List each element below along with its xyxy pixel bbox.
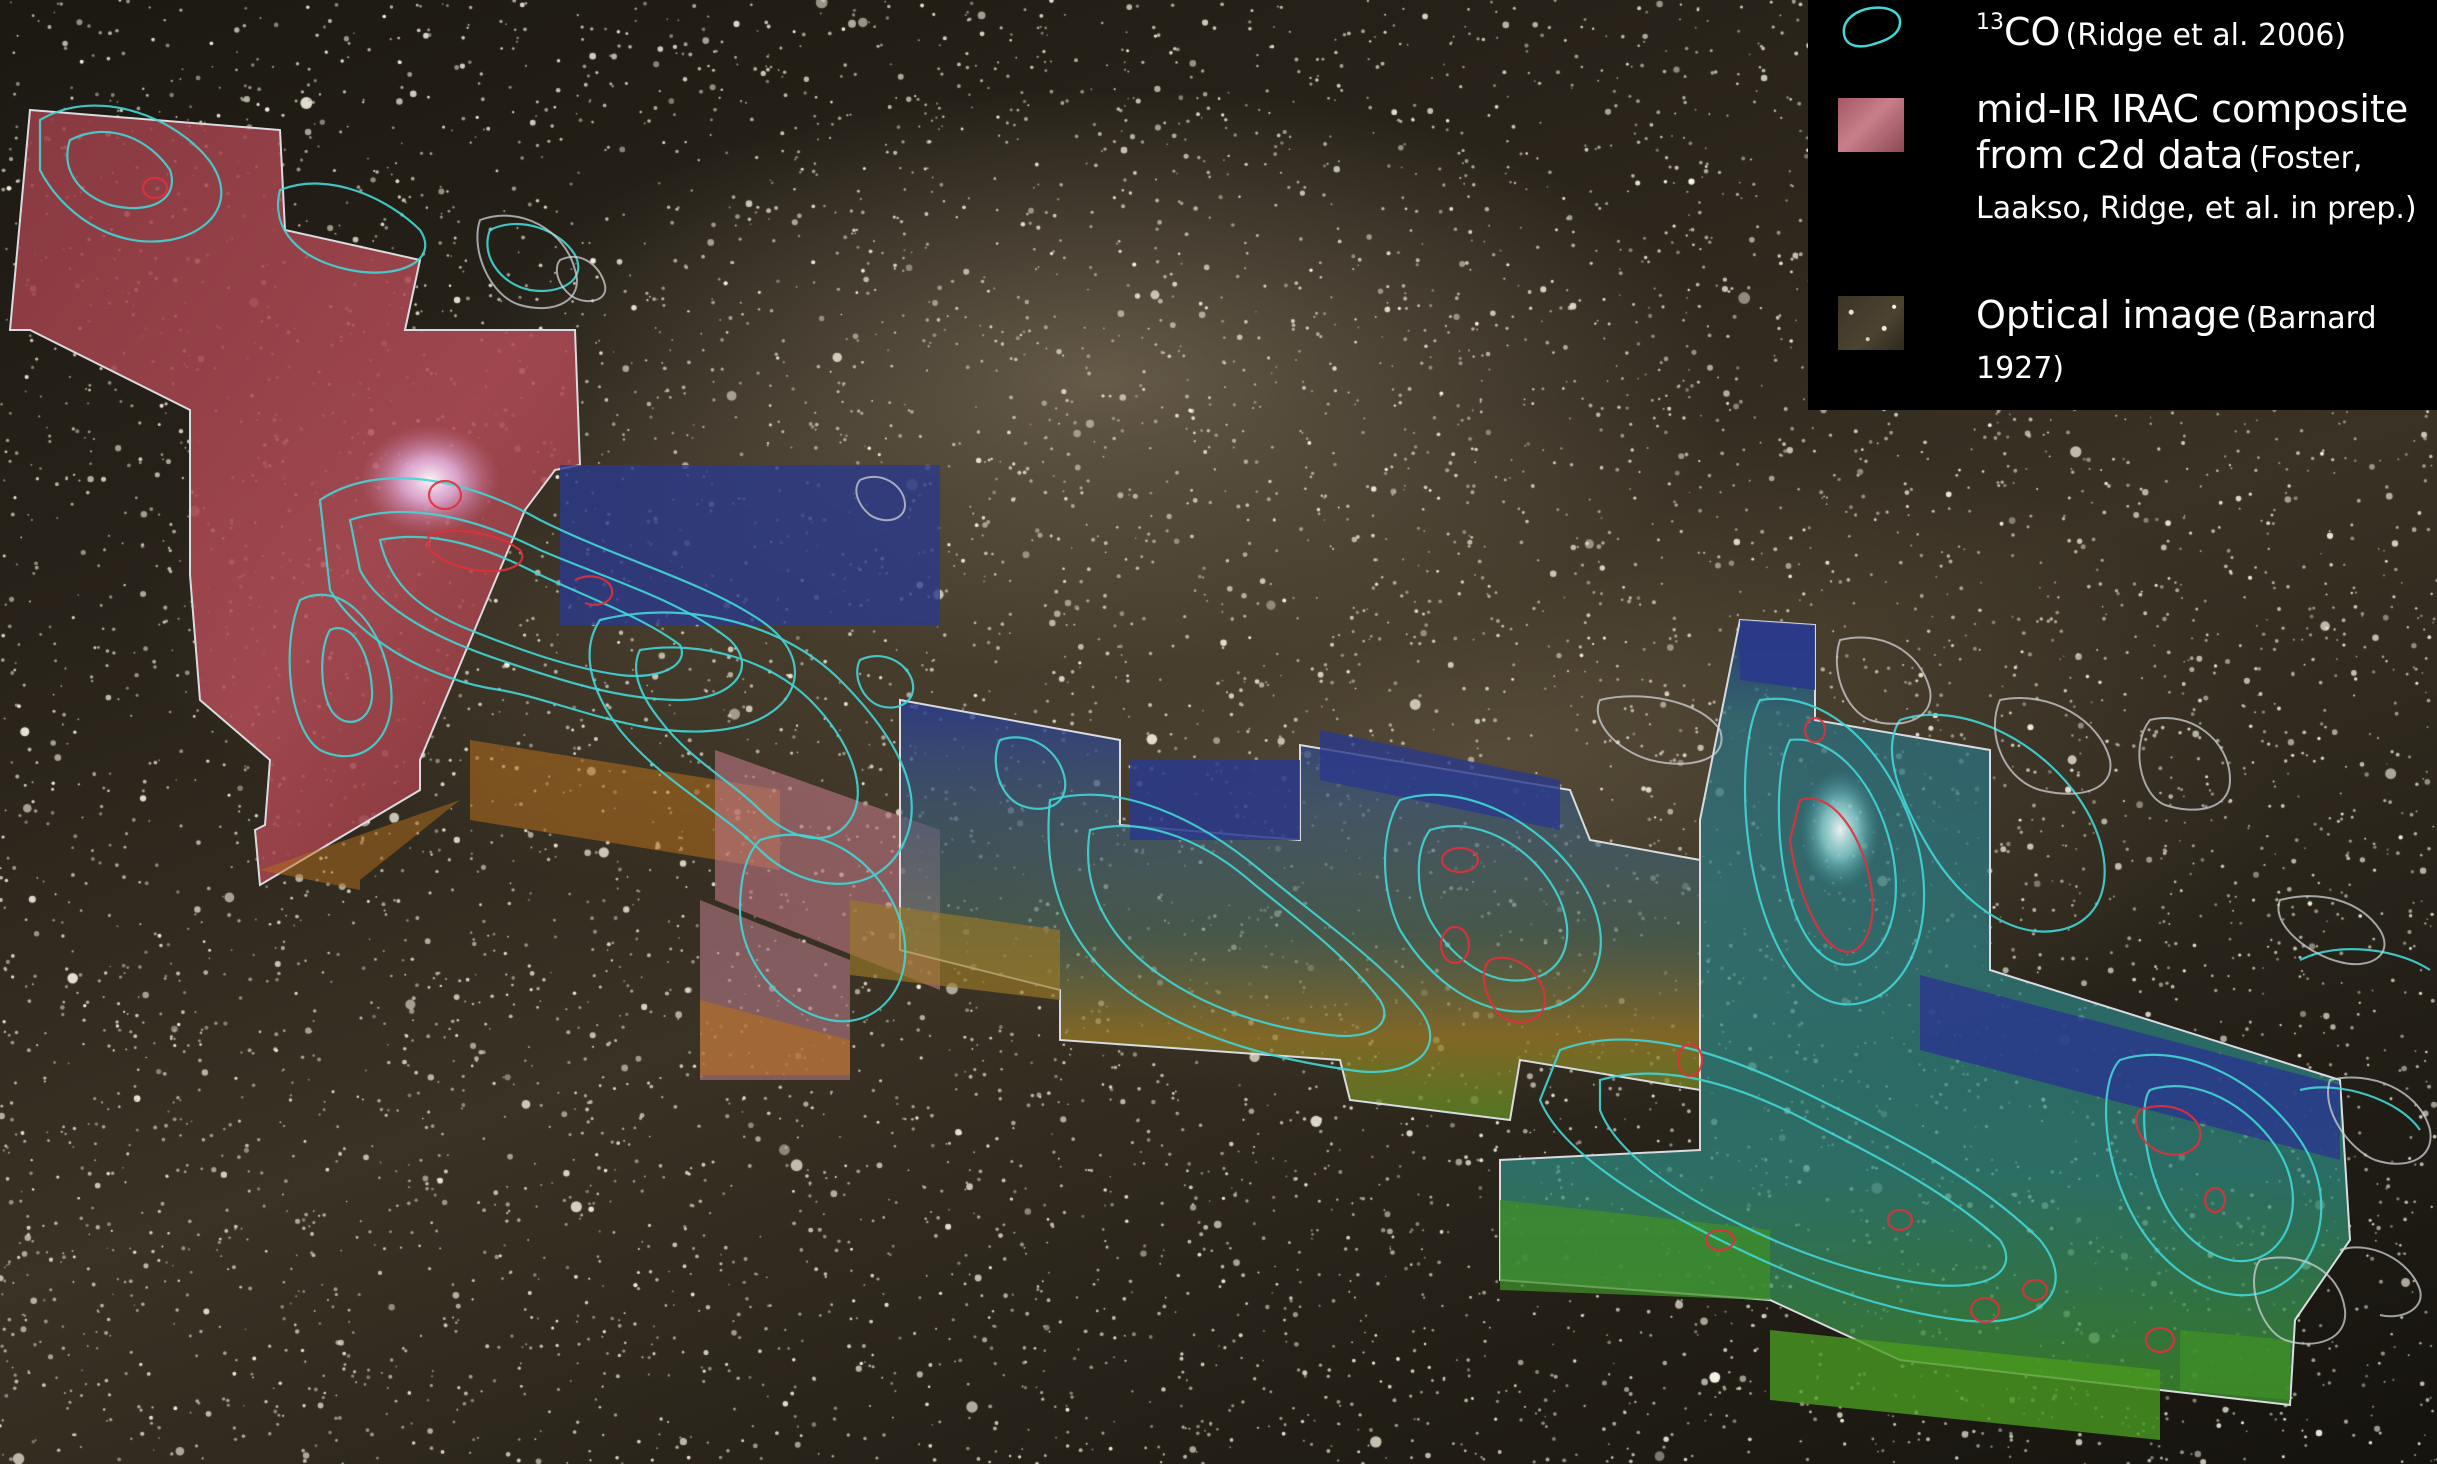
- legend-irac-line3: Laakso, Ridge, et al. in prep.): [1976, 191, 2417, 226]
- legend-label-13co: 13CO (Ridge et al. 2006): [1976, 0, 2427, 63]
- legend-label-irac: mid-IR IRAC composite from c2d data (Fos…: [1976, 86, 2427, 232]
- legend-13co-label: CO: [2004, 10, 2061, 54]
- optical-swatch: [1838, 296, 1904, 350]
- irac-mosaic-left: [8, 108, 940, 1080]
- legend-irac-line2-main: from c2d data: [1976, 133, 2244, 177]
- legend-optical-label: Optical image: [1976, 293, 2241, 337]
- legend-irac-line2-cite: (Foster,: [2248, 141, 2363, 176]
- co-outer-contours: [476, 214, 2432, 1345]
- co-contours: [38, 104, 2431, 1323]
- irac-mosaic-right: [1499, 618, 2352, 1440]
- legend-item-irac: mid-IR IRAC composite from c2d data (Fos…: [1838, 86, 2427, 236]
- core-contours: [141, 176, 2227, 1354]
- legend-item-optical: Optical image (Barnard 1927): [1838, 292, 2427, 386]
- legend-panel: 13CO (Ridge et al. 2006) mid-IR IRAC com…: [1808, 0, 2437, 410]
- legend-irac-line1: mid-IR IRAC composite: [1976, 87, 2409, 131]
- legend-optical-citation: (Barnard 1927): [1976, 301, 2377, 386]
- contour-outline-icon: [1838, 0, 1904, 54]
- irac-mosaic-middle: [850, 698, 1701, 1122]
- legend-13co-citation: (Ridge et al. 2006): [2065, 18, 2347, 53]
- irac-swatch: [1838, 98, 1904, 152]
- legend-13co-superscript: 13: [1976, 10, 2004, 35]
- legend-label-optical: Optical image (Barnard 1927): [1976, 292, 2427, 396]
- legend-item-13co: 13CO (Ridge et al. 2006): [1838, 0, 2427, 60]
